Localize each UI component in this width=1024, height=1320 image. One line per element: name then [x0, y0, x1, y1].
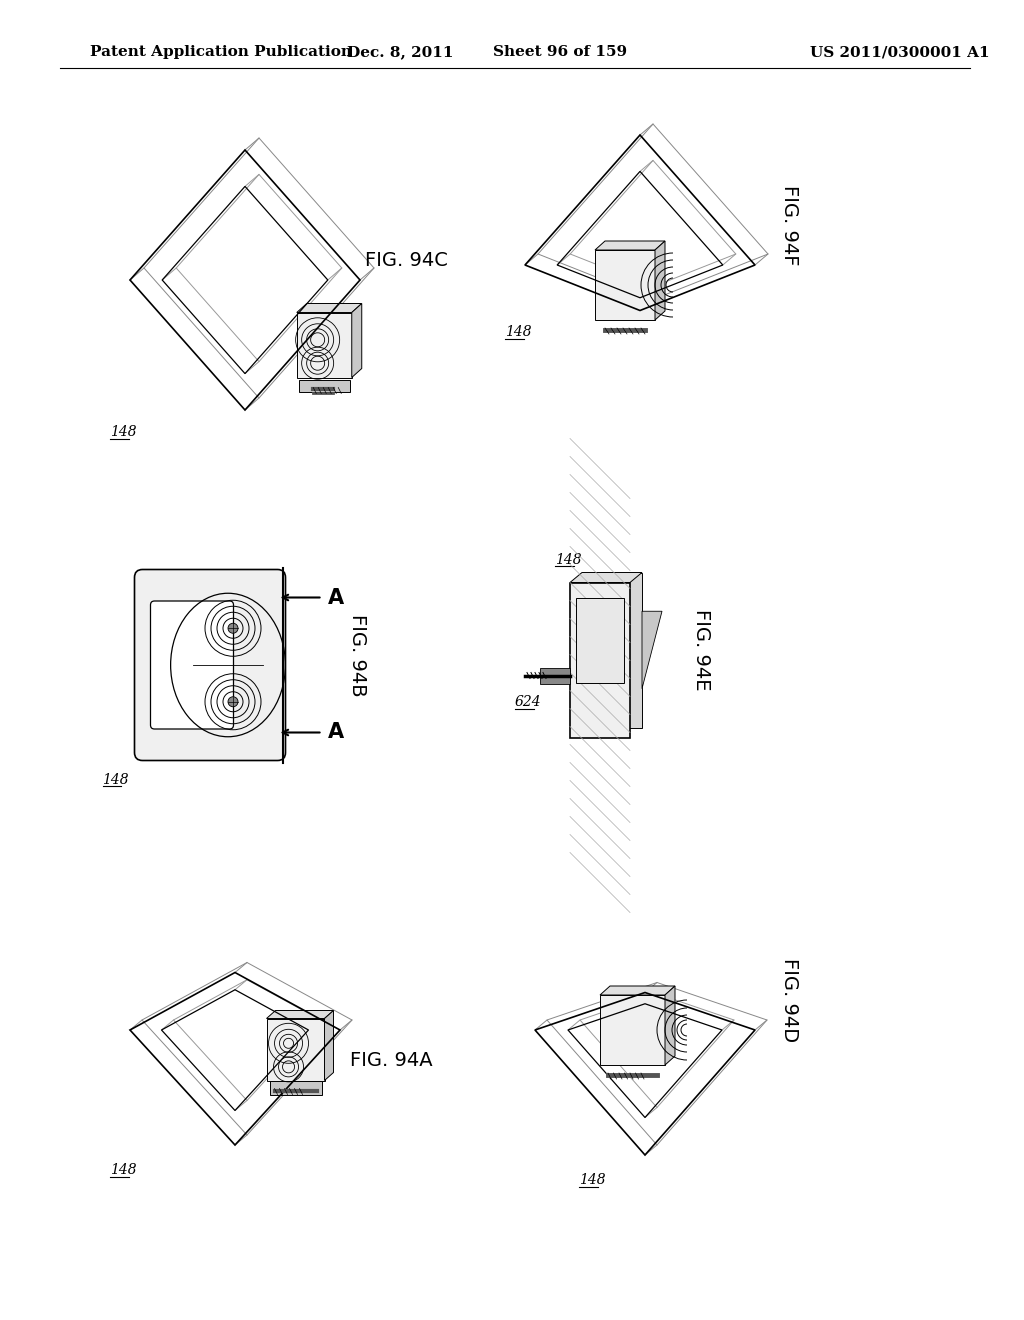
Text: FIG. 94E: FIG. 94E [692, 610, 712, 690]
Text: 148: 148 [579, 1173, 605, 1187]
Polygon shape [297, 313, 352, 378]
Polygon shape [540, 668, 570, 684]
Text: Patent Application Publication: Patent Application Publication [90, 45, 352, 59]
Polygon shape [600, 986, 675, 995]
Text: FIG. 94F: FIG. 94F [780, 185, 800, 265]
Polygon shape [665, 986, 675, 1065]
Polygon shape [299, 380, 350, 392]
Polygon shape [325, 1011, 334, 1081]
Text: 148: 148 [555, 553, 582, 566]
Polygon shape [582, 573, 642, 727]
Polygon shape [642, 611, 662, 689]
Ellipse shape [228, 623, 238, 634]
Text: Sheet 96 of 159: Sheet 96 of 159 [493, 45, 627, 59]
Polygon shape [266, 1019, 325, 1081]
Text: A: A [328, 722, 344, 742]
FancyBboxPatch shape [151, 601, 233, 729]
Polygon shape [570, 573, 642, 582]
Text: US 2011/0300001 A1: US 2011/0300001 A1 [810, 45, 990, 59]
Polygon shape [595, 249, 655, 319]
Text: 148: 148 [110, 425, 136, 440]
Text: 148: 148 [110, 1163, 136, 1177]
Text: 624: 624 [515, 696, 542, 710]
Polygon shape [570, 582, 630, 738]
Text: 148: 148 [505, 326, 531, 339]
Ellipse shape [228, 697, 238, 706]
Polygon shape [655, 242, 665, 319]
Text: FIG. 94D: FIG. 94D [780, 958, 800, 1041]
Text: A: A [328, 587, 344, 607]
Text: 148: 148 [102, 772, 129, 787]
FancyBboxPatch shape [134, 569, 286, 760]
Polygon shape [352, 304, 361, 378]
Polygon shape [600, 995, 665, 1065]
Text: Dec. 8, 2011: Dec. 8, 2011 [347, 45, 454, 59]
Polygon shape [269, 1081, 322, 1094]
Text: FIG. 94A: FIG. 94A [350, 1051, 432, 1069]
Text: FIG. 94B: FIG. 94B [348, 614, 367, 697]
Text: FIG. 94C: FIG. 94C [365, 251, 447, 269]
Polygon shape [266, 1011, 334, 1019]
FancyBboxPatch shape [575, 598, 624, 682]
Polygon shape [297, 304, 361, 313]
Polygon shape [595, 242, 665, 249]
